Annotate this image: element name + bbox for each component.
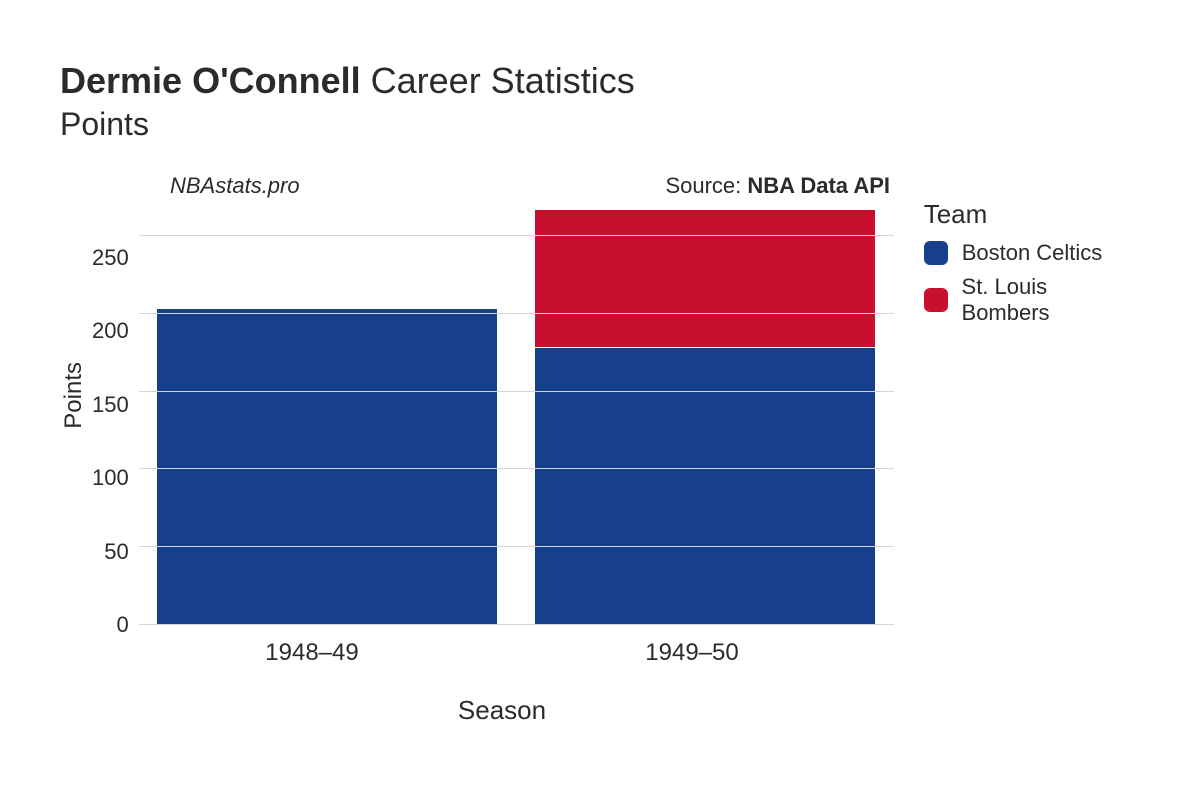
grid-line [139,313,894,314]
grid-line [139,391,894,392]
title-suffix: Career Statistics [371,60,635,101]
grid-line [139,624,894,625]
x-axis-label: Season [122,695,882,726]
y-tick-label: 250 [92,247,129,269]
plot-area [139,205,894,625]
legend-swatch [924,241,948,265]
legend-label: St. Louis Bombers [962,274,1140,326]
source-name: NBA Data API [747,173,890,198]
y-axis-label: Points [60,362,88,429]
bars-row [139,205,894,625]
grid-line [139,235,894,236]
x-tick-label: 1949–50 [522,639,862,667]
bar-group [535,209,875,625]
y-tick-label: 150 [92,394,129,416]
bar-segment [535,348,875,625]
legend-title: Team [924,199,1140,230]
grid-line [139,468,894,469]
y-tick-label: 50 [104,541,128,563]
legend-label: Boston Celtics [962,240,1103,266]
bar-segment [535,210,875,347]
x-tick-label: 1948–49 [142,639,482,667]
grid-line [139,546,894,547]
bar-segment [157,309,497,625]
legend-item: Boston Celtics [924,240,1140,266]
player-name: Dermie O'Connell [60,60,361,101]
chart-subtitle: Points [60,106,1140,143]
y-tick-label: 100 [92,467,129,489]
legend: Team Boston Celtics St. Louis Bombers [924,199,1140,334]
chart-header-row: NBAstats.pro Source: NBA Data API [120,173,890,199]
legend-swatch [924,288,948,312]
chart-title: Dermie O'Connell Career Statistics [60,60,1140,102]
legend-item: St. Louis Bombers [924,274,1140,326]
y-tick-label: 0 [116,614,128,636]
source-label: Source: NBA Data API [665,173,890,199]
site-credit: NBAstats.pro [170,173,300,199]
y-tick-label: 200 [92,320,129,342]
x-axis-ticks: 1948–49 1949–50 [122,639,882,667]
bar-group [157,308,497,625]
y-axis-ticks: 250200150100500 [92,236,139,625]
